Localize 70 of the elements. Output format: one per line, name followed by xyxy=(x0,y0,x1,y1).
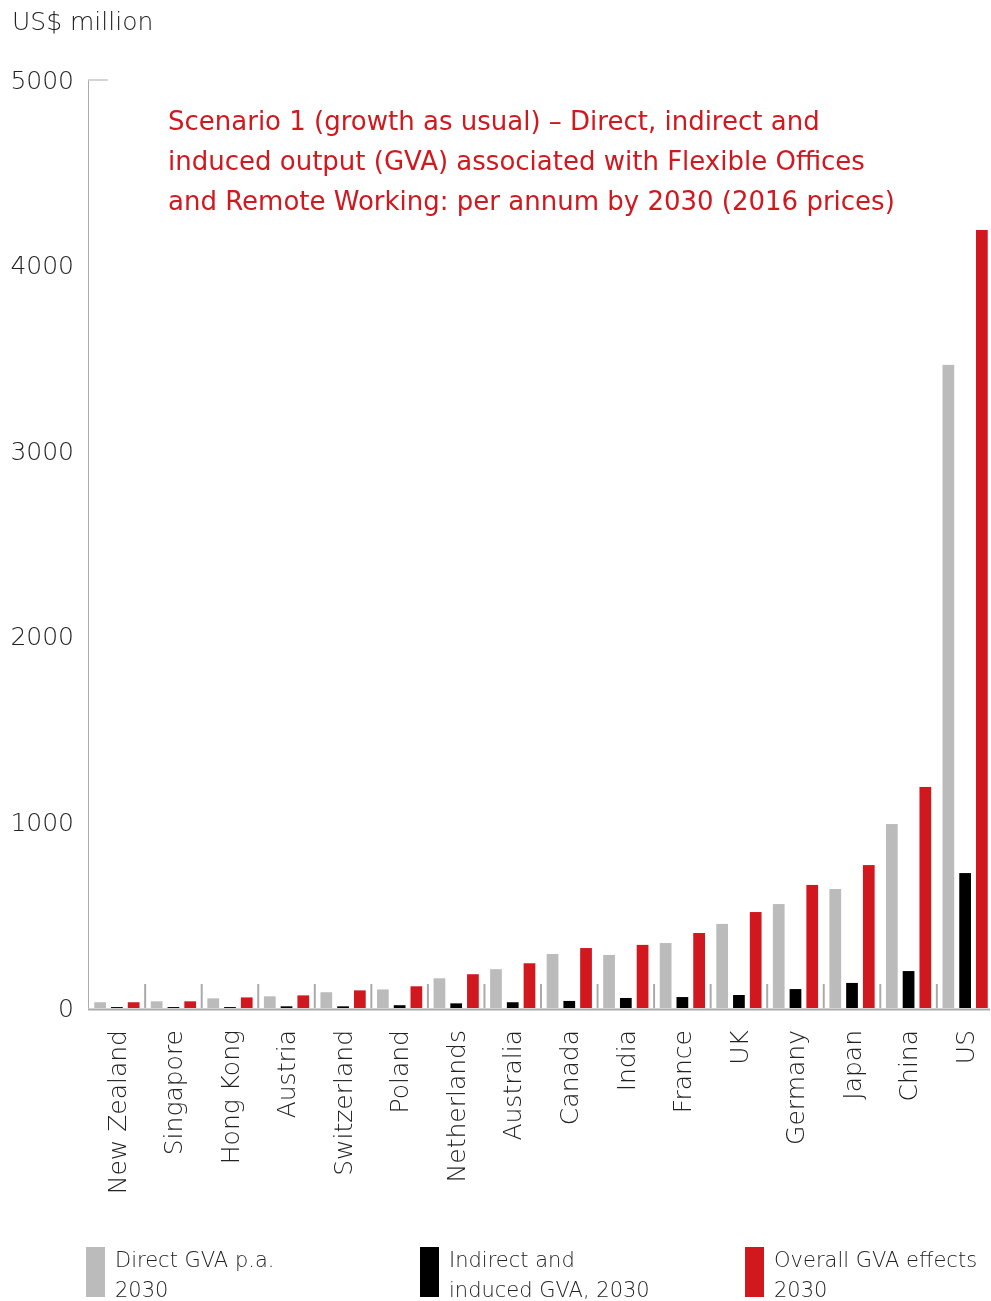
bar xyxy=(976,229,988,1008)
bar xyxy=(94,1002,106,1008)
legend-label: Overall GVA effects 2030 xyxy=(774,1248,978,1301)
x-tick-label: Japan xyxy=(837,1030,867,1100)
bar xyxy=(619,997,632,1008)
bar xyxy=(393,1005,406,1008)
x-tick-label: India xyxy=(611,1030,641,1092)
bar xyxy=(902,971,915,1008)
x-tick-label: Austria xyxy=(272,1030,302,1119)
y-axis-title: US$ million xyxy=(12,7,154,36)
x-tick-label: New Zealand xyxy=(102,1030,132,1195)
x-tick-label: Canada xyxy=(555,1030,585,1126)
bar xyxy=(433,978,446,1008)
x-tick-label: Hong Kong xyxy=(215,1030,245,1165)
bar xyxy=(885,824,898,1008)
bar xyxy=(490,969,502,1008)
bar xyxy=(942,364,955,1008)
bar xyxy=(659,943,672,1008)
x-tick-label: France xyxy=(668,1030,698,1114)
bar xyxy=(862,865,875,1008)
bar xyxy=(580,948,592,1008)
bar xyxy=(772,904,785,1008)
bar xyxy=(467,974,479,1008)
bar xyxy=(959,873,971,1008)
bar xyxy=(127,1002,140,1008)
bar xyxy=(846,982,858,1008)
bar xyxy=(676,997,689,1008)
bar xyxy=(450,1003,463,1008)
bar xyxy=(353,990,366,1008)
y-tick-label: 2000 xyxy=(10,622,74,652)
text: Scenario 1 (growth as usual) – Direct, indirect and induced output (GVA) associated with Flexible Offices and Remote Working: per annum by 2030 (2016 prices) xyxy=(168,106,895,216)
bar xyxy=(693,933,705,1008)
x-tick-label: Australia xyxy=(498,1030,528,1141)
y-tick-label: 3000 xyxy=(10,436,74,466)
y-tick-label: 5000 xyxy=(10,65,74,95)
bar xyxy=(150,1001,163,1008)
bar xyxy=(563,1000,576,1008)
legend-label: Indirect and induced GVA, 2030 xyxy=(449,1248,650,1301)
y-tick-label: 0 xyxy=(58,993,74,1023)
x-tick-label: Netherlands xyxy=(441,1030,471,1183)
bar xyxy=(789,989,802,1008)
bar xyxy=(263,996,276,1008)
bar xyxy=(320,992,333,1008)
bar xyxy=(806,884,819,1008)
x-tick-label: Germany xyxy=(781,1030,811,1145)
bar xyxy=(377,989,389,1008)
bar xyxy=(523,963,536,1008)
x-tick-label: UK xyxy=(724,1029,754,1065)
y-tick-label: 1000 xyxy=(10,807,74,837)
bar xyxy=(603,954,615,1008)
x-tick-label: Poland xyxy=(385,1030,415,1114)
x-tick-label: Switzerland xyxy=(328,1030,358,1176)
bar xyxy=(546,953,559,1008)
bar xyxy=(207,998,220,1008)
legend-label: Direct GVA p.a. 2030 xyxy=(115,1248,275,1301)
y-tick-label: 4000 xyxy=(10,251,74,281)
bar xyxy=(749,912,762,1008)
x-tick-label: US xyxy=(950,1030,980,1065)
bar xyxy=(829,889,842,1008)
bar xyxy=(716,923,729,1008)
bar xyxy=(506,1002,519,1008)
bar xyxy=(410,986,423,1008)
bar xyxy=(733,995,745,1008)
bar xyxy=(297,995,310,1008)
bar xyxy=(240,997,253,1008)
x-tick-label: Singapore xyxy=(159,1030,189,1156)
bar xyxy=(636,944,649,1008)
bar xyxy=(919,786,932,1008)
bar xyxy=(184,1001,197,1008)
x-tick-label: China xyxy=(894,1030,924,1102)
